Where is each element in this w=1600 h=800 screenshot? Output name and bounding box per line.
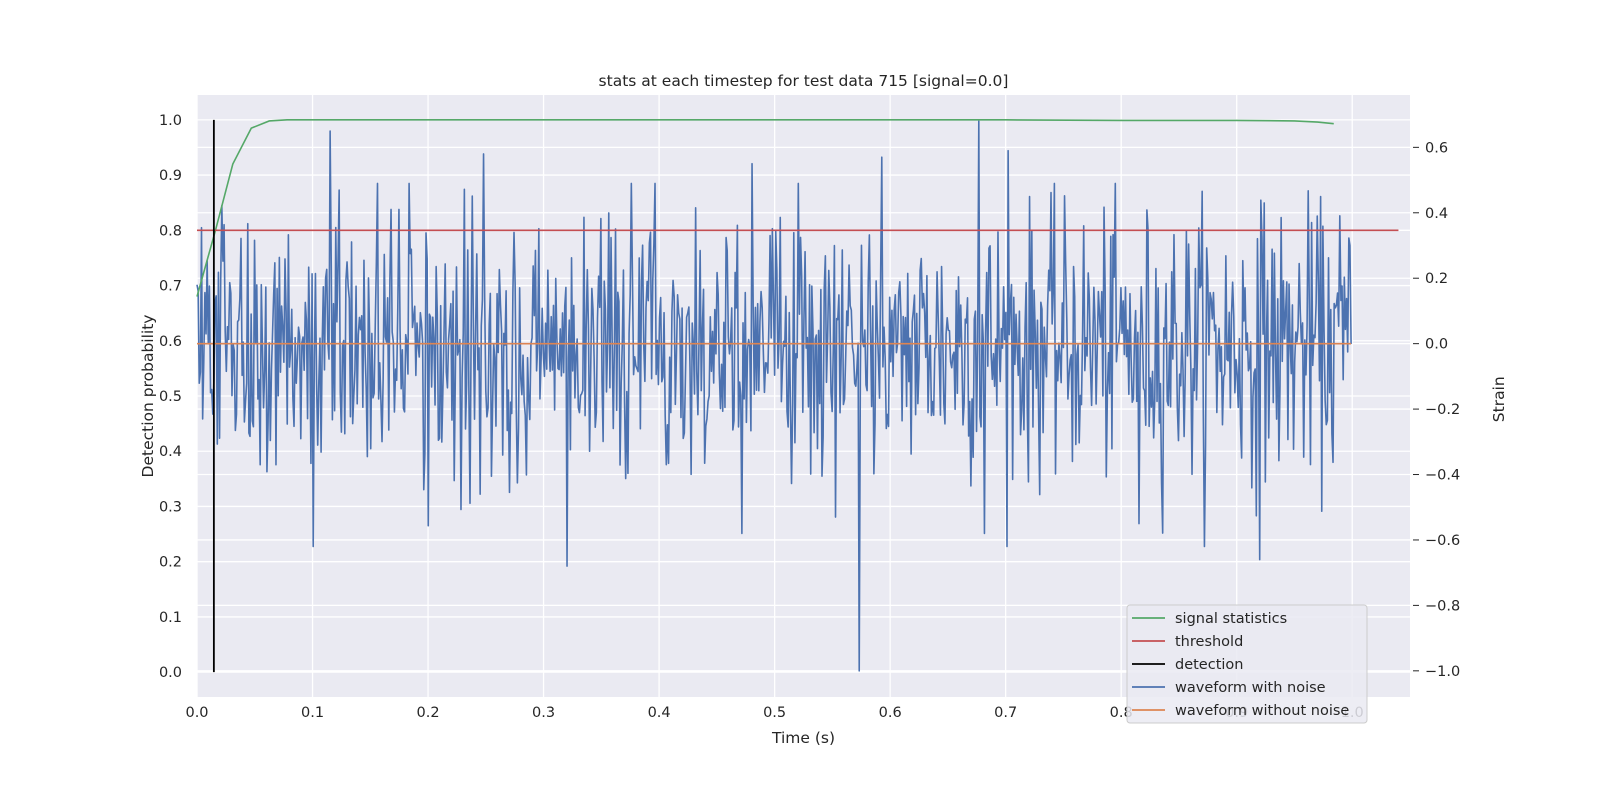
right-y-tick-label: −0.8 bbox=[1425, 598, 1460, 614]
left-y-tick-label: 0.6 bbox=[159, 334, 182, 350]
x-tick-label: 0.0 bbox=[185, 705, 208, 721]
right-y-tick-label: 0.2 bbox=[1425, 271, 1448, 287]
left-y-tick-label: 1.0 bbox=[159, 113, 182, 129]
legend-box bbox=[1126, 604, 1368, 724]
legend: signal statistics threshold detection wavef… bbox=[1126, 604, 1368, 724]
legend-label: detection bbox=[1175, 657, 1243, 673]
left-y-tick-label: 0.7 bbox=[159, 279, 182, 295]
x-tick-label: 0.4 bbox=[648, 705, 671, 721]
left-y-tick-label: 0.8 bbox=[159, 223, 182, 239]
left-y-tick-label: 0.9 bbox=[159, 168, 182, 184]
right-y-tick-label: −1.0 bbox=[1425, 664, 1460, 680]
x-tick-label: 0.1 bbox=[301, 705, 324, 721]
left-y-tick-label: 0.0 bbox=[159, 665, 182, 681]
legend-label: signal statistics bbox=[1175, 611, 1287, 627]
left-y-axis-label: Detection probability bbox=[139, 315, 157, 478]
right-y-tick-label: −0.2 bbox=[1425, 402, 1460, 418]
left-y-tick-label: 0.3 bbox=[159, 499, 182, 515]
right-y-tick-label: 0.4 bbox=[1425, 206, 1448, 222]
x-tick-label: 0.7 bbox=[994, 705, 1017, 721]
right-y-tick-label: 0.0 bbox=[1425, 337, 1448, 353]
waveform-with-noise-line bbox=[196, 120, 1352, 672]
x-tick-label: 0.2 bbox=[417, 705, 440, 721]
left-y-tick-label: 0.1 bbox=[159, 610, 182, 626]
right-y-axis-ticks: −1.0 −0.8 −0.6 −0.4 −0.2 0.0 0.2 0.4 0.6 bbox=[1413, 140, 1460, 680]
left-y-axis-ticks: 0.0 0.1 0.2 0.3 0.4 0.5 0.6 0.7 0.8 0.9 1.0 bbox=[159, 113, 182, 681]
signal-statistics-line bbox=[196, 119, 1334, 297]
x-tick-label: 0.5 bbox=[763, 705, 786, 721]
left-y-tick-label: 0.2 bbox=[159, 555, 182, 571]
series-layer bbox=[196, 119, 1399, 673]
x-tick-label: 0.3 bbox=[532, 705, 555, 721]
right-y-tick-label: 0.6 bbox=[1425, 140, 1448, 156]
legend-label: waveform without noise bbox=[1175, 703, 1349, 719]
chart-title: stats at each timestep for test data 715… bbox=[599, 72, 1009, 90]
right-y-axis-label: Strain bbox=[1490, 376, 1508, 422]
x-axis-label: Time (s) bbox=[771, 729, 835, 747]
right-y-tick-label: −0.6 bbox=[1425, 533, 1460, 549]
legend-label: threshold bbox=[1175, 634, 1243, 650]
legend-label: waveform with noise bbox=[1175, 680, 1326, 696]
left-y-tick-label: 0.5 bbox=[159, 389, 182, 405]
right-y-tick-label: −0.4 bbox=[1425, 468, 1460, 484]
x-tick-label: 0.6 bbox=[879, 705, 902, 721]
left-y-tick-label: 0.4 bbox=[159, 444, 182, 460]
